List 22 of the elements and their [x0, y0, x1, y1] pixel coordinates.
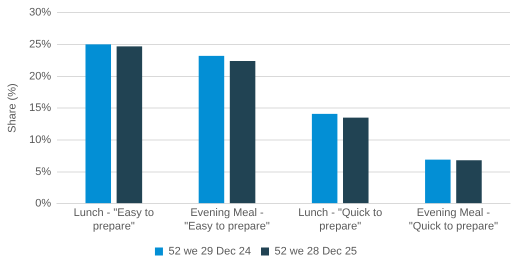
y-tick-label: 0% — [35, 198, 52, 210]
x-tick-label: Evening Meal - "Easy to prepare" — [184, 207, 270, 232]
x-tick-label: Evening Meal - "Quick to prepare" — [408, 207, 498, 232]
y-tick-label: 20% — [29, 70, 52, 82]
x-tick-label: Lunch - "Quick to prepare" — [298, 207, 382, 232]
y-tick-label: 5% — [35, 166, 52, 178]
bar — [456, 160, 482, 204]
y-tick-label: 30% — [29, 6, 52, 19]
bar — [230, 60, 256, 204]
y-tick-label: 25% — [29, 38, 52, 50]
bar — [85, 44, 112, 204]
bar — [116, 46, 142, 204]
y-tick-label: 10% — [29, 134, 52, 146]
legend-label: 52 we 28 Dec 25 — [274, 246, 358, 258]
x-tick-label: Lunch - "Easy to prepare" — [74, 207, 154, 232]
bar — [425, 160, 451, 204]
bar — [312, 114, 338, 204]
y-axis-title: Share (%) — [6, 83, 19, 133]
bar — [198, 56, 224, 204]
y-tick-label: 15% — [29, 102, 52, 114]
bar — [343, 118, 369, 204]
legend-label: 52 we 29 Dec 24 — [168, 246, 252, 258]
